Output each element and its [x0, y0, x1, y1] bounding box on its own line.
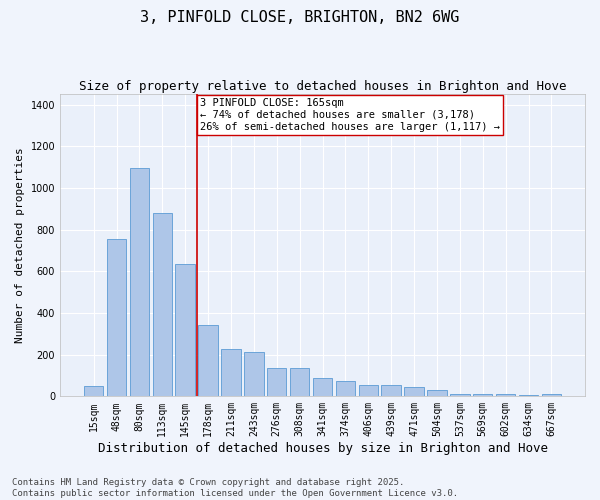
Bar — [107, 239, 126, 396]
Bar — [473, 394, 493, 396]
Bar — [335, 380, 355, 396]
X-axis label: Distribution of detached houses by size in Brighton and Hove: Distribution of detached houses by size … — [98, 442, 548, 455]
Bar — [84, 386, 103, 396]
Bar — [221, 350, 241, 397]
Bar — [542, 394, 561, 396]
Bar — [175, 264, 195, 396]
Text: 3, PINFOLD CLOSE, BRIGHTON, BN2 6WG: 3, PINFOLD CLOSE, BRIGHTON, BN2 6WG — [140, 10, 460, 25]
Text: 3 PINFOLD CLOSE: 165sqm
← 74% of detached houses are smaller (3,178)
26% of semi: 3 PINFOLD CLOSE: 165sqm ← 74% of detache… — [200, 98, 500, 132]
Bar — [244, 352, 263, 397]
Bar — [496, 394, 515, 396]
Text: Contains HM Land Registry data © Crown copyright and database right 2025.
Contai: Contains HM Land Registry data © Crown c… — [12, 478, 458, 498]
Title: Size of property relative to detached houses in Brighton and Hove: Size of property relative to detached ho… — [79, 80, 566, 93]
Bar — [199, 326, 218, 396]
Y-axis label: Number of detached properties: Number of detached properties — [15, 148, 25, 343]
Bar — [427, 390, 446, 396]
Bar — [267, 368, 286, 396]
Bar — [290, 368, 310, 396]
Bar — [404, 387, 424, 396]
Bar — [313, 378, 332, 396]
Bar — [152, 213, 172, 396]
Bar — [359, 385, 378, 396]
Bar — [382, 385, 401, 396]
Bar — [450, 394, 470, 396]
Bar — [130, 168, 149, 396]
